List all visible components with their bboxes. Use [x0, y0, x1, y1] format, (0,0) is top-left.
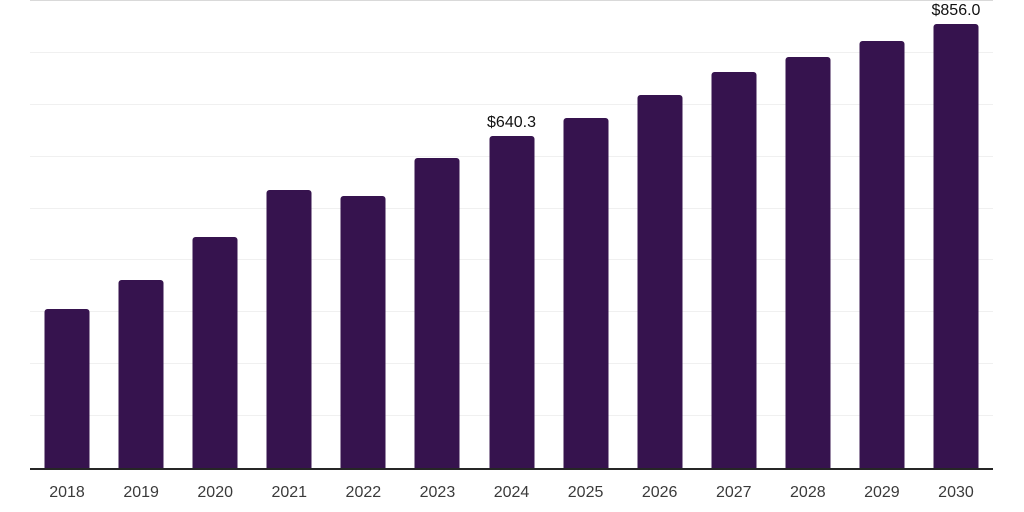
bar-group-2029: [845, 1, 919, 468]
bar-group-2023: [400, 1, 474, 468]
bar-2022: [340, 195, 386, 468]
x-tick-label-2028: 2028: [790, 484, 826, 501]
x-tick-label-2029: 2029: [864, 484, 900, 501]
x-tick-label-2026: 2026: [641, 484, 678, 501]
plot-area: $640.3 $856.0: [30, 0, 993, 470]
bar-group-2030: $856.0: [919, 1, 993, 468]
x-tick-label-2022: 2022: [345, 484, 382, 501]
x-axis-labels: 2018 2019 2020 2021 2022 2023 2024 2025 2026 2027…: [30, 484, 993, 502]
gridline-900: [30, 0, 993, 1]
bar-group-2022: [326, 1, 400, 468]
bar-2028: [785, 57, 831, 468]
bar-2027: [711, 71, 757, 468]
bar-group-2020: [178, 1, 252, 468]
x-tick-label-2025: 2025: [567, 484, 604, 501]
x-tick-label-2021: 2021: [271, 484, 308, 501]
x-tick-label-2018: 2018: [49, 484, 85, 501]
bar-value-label-2024: $640.3: [487, 113, 536, 131]
bar-2030: [933, 23, 979, 468]
bar-2019: [118, 279, 164, 468]
bar-2023: [414, 158, 460, 468]
bar-group-2018: [30, 1, 104, 468]
bar-2020: [192, 237, 238, 468]
bar-group-2025: [549, 1, 623, 468]
gridline-800: [30, 51, 993, 53]
bar-group-2019: [104, 1, 178, 468]
x-tick-label-2024: 2024: [493, 484, 530, 501]
bars-container: $640.3 $856.0: [30, 1, 993, 468]
bar-group-2026: [623, 1, 697, 468]
bar-2024: [489, 135, 534, 468]
bar-group-2024: $640.3: [474, 1, 548, 468]
bar-2025: [563, 118, 609, 468]
bar-value-label-2030: $856.0: [931, 1, 981, 19]
bar-group-2028: [771, 1, 845, 468]
gridline-700: [30, 103, 993, 105]
x-tick-label-2019: 2019: [123, 484, 159, 501]
bar-2029: [859, 40, 905, 468]
bar-2021: [266, 190, 312, 468]
bar-group-2021: [252, 1, 326, 468]
x-tick-label-2023: 2023: [419, 484, 456, 501]
bar-2026: [637, 94, 683, 468]
x-tick-label-2030: 2030: [938, 484, 974, 501]
bar-group-2027: [697, 1, 771, 468]
x-tick-label-2027: 2027: [715, 484, 752, 501]
bar-2018: [44, 308, 90, 468]
x-tick-label-2020: 2020: [197, 484, 233, 501]
